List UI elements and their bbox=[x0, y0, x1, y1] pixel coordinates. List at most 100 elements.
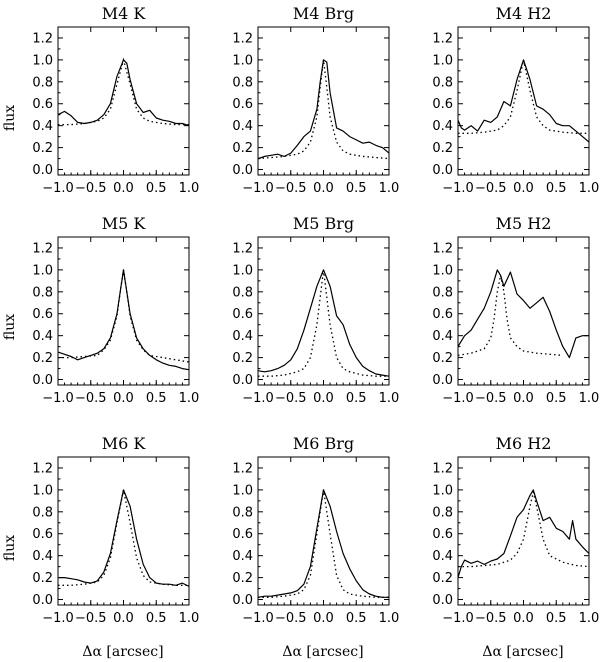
x-tick-label: 1.0 bbox=[379, 611, 400, 626]
y-tick-label: 0.6 bbox=[32, 307, 53, 322]
x-tick-label: −1.0 bbox=[442, 611, 474, 626]
panel-title: M6 Brg bbox=[293, 434, 354, 453]
x-tick-label: −1.0 bbox=[242, 391, 274, 406]
y-tick-label: 0.6 bbox=[232, 527, 253, 542]
y-tick-label: 1.0 bbox=[432, 53, 453, 68]
y-tick-label: 0.6 bbox=[232, 307, 253, 322]
x-tick-label: −1.0 bbox=[242, 611, 274, 626]
y-tick-label: 0.6 bbox=[32, 527, 53, 542]
y-tick-label: 0.4 bbox=[232, 549, 253, 564]
panel-1: M4 K −1.0 −0.5 0.0 0.5 1.0 0.0 0.2 0.4 0.6 0.8 1.0 1… bbox=[32, 4, 199, 196]
plot-frame bbox=[57, 236, 190, 386]
psf-series-line bbox=[257, 59, 390, 160]
y-tick-label: 0.8 bbox=[432, 505, 453, 520]
x-tick-label: 0.0 bbox=[513, 611, 534, 626]
ylabel-row-1: flux bbox=[2, 105, 18, 131]
y-tick-label: 0.4 bbox=[432, 119, 453, 134]
psf-series-line bbox=[258, 489, 389, 598]
y-tick-label: 0.6 bbox=[432, 97, 453, 112]
panel-7: M6 K −1.0 −0.5 0.0 0.5 1.0 0.0 0.2 0.4 0.6 0.8 1.0 1… bbox=[32, 434, 199, 626]
y-tick-label: 0.4 bbox=[432, 329, 453, 344]
x-tick-label: −1.0 bbox=[442, 391, 474, 406]
y-tick-label: 1.2 bbox=[432, 241, 453, 256]
y-tick-label: 0.0 bbox=[232, 593, 253, 608]
y-tick-label: 0.4 bbox=[32, 549, 53, 564]
x-tick-label: 0.0 bbox=[113, 181, 134, 196]
y-tick-label: 1.0 bbox=[432, 263, 453, 278]
y-tick-label: 1.0 bbox=[32, 483, 53, 498]
x-tick-label: 0.5 bbox=[346, 391, 367, 406]
y-tick-label: 1.0 bbox=[232, 53, 253, 68]
observed-series-line bbox=[457, 59, 590, 143]
y-tick-label: 0.8 bbox=[32, 285, 53, 300]
y-tick-label: 1.2 bbox=[32, 461, 53, 476]
y-tick-label: 1.2 bbox=[232, 461, 253, 476]
plot-frame bbox=[57, 456, 190, 606]
observed-series-line bbox=[257, 269, 390, 377]
y-tick-label: 0.6 bbox=[432, 527, 453, 542]
panel-3: M4 H2 −1.0 −0.5 0.0 0.5 1.0 0.0 0.2 0.4 0.6 0.8 1.0… bbox=[432, 4, 599, 196]
y-tick-label: 0.2 bbox=[32, 141, 53, 156]
plot-frame bbox=[457, 26, 590, 176]
y-tick-label: 1.0 bbox=[432, 483, 453, 498]
y-tick-label: 0.6 bbox=[32, 97, 53, 112]
y-tick-label: 0.0 bbox=[432, 373, 453, 388]
panel-2: M4 Brg −1.0 −0.5 0.0 0.5 1.0 0.0 0.2 0.4 0.6 0.8 1.… bbox=[232, 4, 399, 196]
y-tick-label: 0.8 bbox=[32, 75, 53, 90]
x-tick-label: 1.0 bbox=[179, 391, 200, 406]
x-tick-label: −1.0 bbox=[42, 391, 74, 406]
y-tick-label: 0.8 bbox=[32, 505, 53, 520]
panel-title: M4 K bbox=[102, 4, 147, 23]
panel-title: M6 H2 bbox=[496, 434, 552, 453]
ylabel-row-3: flux bbox=[2, 535, 18, 561]
observed-series-line bbox=[57, 269, 190, 371]
y-tick-label: 1.2 bbox=[232, 241, 253, 256]
psf-series-line bbox=[458, 59, 589, 134]
plot-frame bbox=[457, 236, 590, 386]
y-tick-label: 0.2 bbox=[232, 141, 253, 156]
x-tick-label: 0.0 bbox=[113, 391, 134, 406]
y-tick-label: 1.2 bbox=[32, 241, 53, 256]
y-tick-label: 0.2 bbox=[432, 141, 453, 156]
x-tick-label: −0.5 bbox=[75, 391, 107, 406]
xlabel-col-3: Δα [arcsec] bbox=[482, 644, 563, 660]
panel-title: M5 H2 bbox=[496, 214, 552, 233]
y-tick-label: 0.0 bbox=[232, 373, 253, 388]
y-tick-label: 1.0 bbox=[232, 483, 253, 498]
x-tick-label: 0.5 bbox=[546, 611, 567, 626]
x-tick-label: −1.0 bbox=[42, 611, 74, 626]
observed-series-line bbox=[457, 489, 590, 578]
x-tick-label: 0.0 bbox=[513, 391, 534, 406]
y-tick-label: 0.2 bbox=[232, 351, 253, 366]
observed-series-line bbox=[457, 269, 589, 359]
x-tick-label: 0.5 bbox=[546, 181, 567, 196]
observed-series-line bbox=[257, 489, 389, 598]
panel-5: M5 Brg −1.0 −0.5 0.0 0.5 1.0 0.0 0.2 0.4 0.6 0.8 1.… bbox=[232, 214, 399, 406]
plot-frame bbox=[257, 456, 390, 606]
panel-6: M5 H2 −1.0 −0.5 0.0 0.5 1.0 0.0 0.2 0.4 0.6 0.8 1.0… bbox=[432, 214, 599, 406]
psf-series-line bbox=[58, 489, 189, 586]
y-tick-label: 0.2 bbox=[32, 351, 53, 366]
x-tick-label: 0.0 bbox=[313, 181, 334, 196]
observed-series-line bbox=[57, 59, 190, 127]
x-tick-label: −1.0 bbox=[42, 181, 74, 196]
x-tick-label: −0.5 bbox=[75, 611, 107, 626]
x-tick-label: 0.0 bbox=[113, 611, 134, 626]
y-tick-label: 0.4 bbox=[32, 119, 53, 134]
y-tick-label: 1.2 bbox=[432, 31, 453, 46]
x-tick-label: 0.5 bbox=[346, 181, 367, 196]
plot-frame bbox=[57, 26, 190, 176]
plot-frame bbox=[457, 456, 590, 606]
y-tick-label: 1.2 bbox=[32, 31, 53, 46]
psf-series-line bbox=[258, 269, 389, 377]
y-tick-label: 0.8 bbox=[432, 285, 453, 300]
x-tick-label: 1.0 bbox=[579, 181, 600, 196]
x-tick-label: 1.0 bbox=[179, 181, 200, 196]
x-tick-label: 0.5 bbox=[546, 391, 567, 406]
y-tick-label: 1.0 bbox=[32, 53, 53, 68]
x-tick-label: −0.5 bbox=[275, 181, 307, 196]
panel-8: M6 Brg −1.0 −0.5 0.0 0.5 1.0 0.0 0.2 0.4 0.6 0.8 1.… bbox=[232, 434, 399, 626]
y-tick-label: 0.8 bbox=[232, 505, 253, 520]
y-tick-label: 0.4 bbox=[232, 329, 253, 344]
